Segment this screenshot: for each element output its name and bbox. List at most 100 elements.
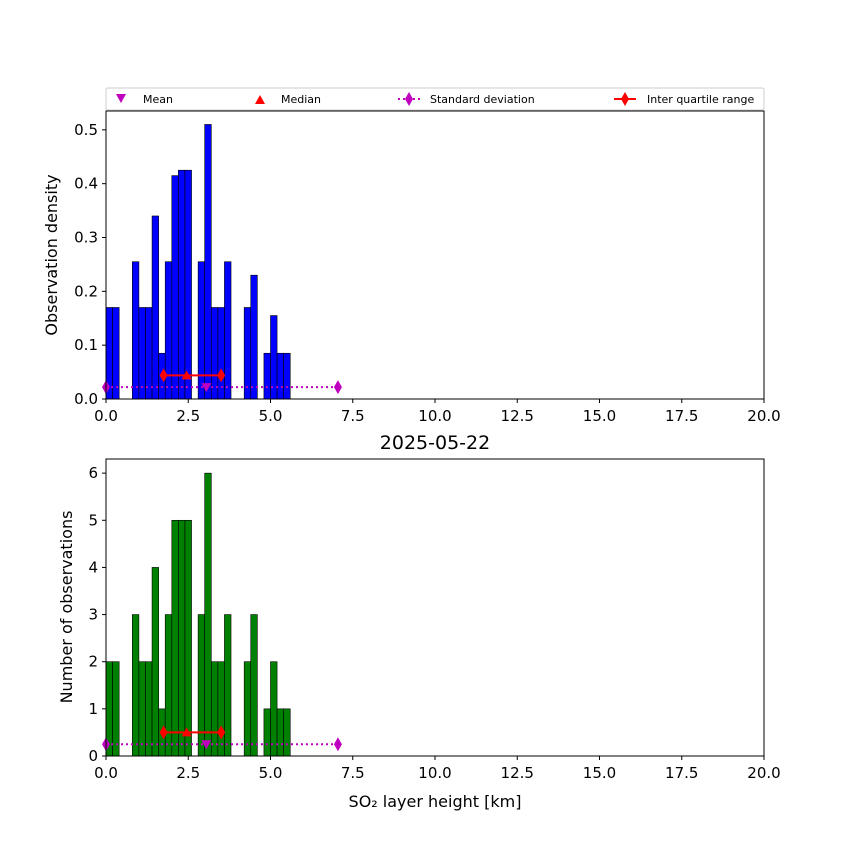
count-std-marker bbox=[333, 737, 342, 752]
density-bar bbox=[171, 175, 179, 400]
density-x-ticks: 0.0 2.5 5.0 7.5 10.0 12.5 15.0 17.5 20.0 bbox=[94, 399, 781, 425]
count-bar bbox=[132, 614, 140, 757]
legend-std-label: Standard deviation bbox=[430, 93, 535, 106]
density-x-tick-label: 5.0 bbox=[259, 407, 283, 425]
count-bar bbox=[151, 567, 159, 757]
count-iqr-marker bbox=[217, 725, 226, 740]
density-bar bbox=[204, 124, 212, 400]
count-bar bbox=[283, 708, 291, 757]
density-bar bbox=[243, 307, 252, 400]
count-x-tick-label: 7.5 bbox=[341, 764, 365, 782]
count-y-ticks: 0 1 2 3 4 5 6 bbox=[88, 464, 106, 765]
density-bar bbox=[224, 261, 232, 400]
density-bar bbox=[217, 307, 225, 400]
count-title: 2025-05-22 bbox=[380, 432, 490, 454]
count-y-tick-label: 5 bbox=[88, 511, 98, 529]
count-x-tick-label: 2.5 bbox=[176, 764, 200, 782]
legend: Mean Median Standard deviation Inter qua… bbox=[105, 87, 765, 111]
count-y-tick-label: 3 bbox=[88, 606, 98, 624]
density-y-tick-label: 0.4 bbox=[74, 175, 98, 193]
count-bar bbox=[210, 661, 219, 757]
legend-mean-label: Mean bbox=[143, 93, 173, 106]
density-bar bbox=[164, 261, 173, 400]
count-mean-marker bbox=[201, 740, 212, 750]
density-bar bbox=[184, 169, 192, 400]
count-bar bbox=[263, 708, 271, 757]
count-bar bbox=[243, 661, 252, 757]
density-y-tick-label: 0.0 bbox=[74, 390, 98, 408]
count-x-tick-label: 10.0 bbox=[418, 764, 451, 782]
count-y-tick-label: 0 bbox=[88, 747, 98, 765]
count-bars bbox=[105, 472, 291, 757]
count-bar bbox=[184, 519, 192, 757]
count-bar bbox=[276, 708, 284, 757]
density-x-tick-label: 20.0 bbox=[747, 407, 780, 425]
density-y-tick-label: 0.3 bbox=[74, 229, 98, 247]
legend-std-marker bbox=[405, 92, 413, 106]
density-bar bbox=[250, 274, 258, 400]
density-x-tick-label: 0.0 bbox=[94, 407, 118, 425]
density-iqr-marker bbox=[217, 368, 226, 383]
density-x-tick-label: 12.5 bbox=[501, 407, 534, 425]
density-mean-marker bbox=[201, 383, 212, 393]
legend-frame bbox=[105, 87, 765, 111]
density-std-marker bbox=[333, 380, 342, 395]
count-iqr-marker bbox=[159, 725, 168, 740]
count-bar bbox=[250, 614, 258, 757]
legend-mean-marker bbox=[116, 94, 126, 103]
count-x-tick-label: 0.0 bbox=[94, 764, 118, 782]
density-iqr-marker bbox=[159, 368, 168, 383]
count-bar bbox=[145, 661, 153, 757]
density-bar bbox=[210, 307, 219, 400]
density-bar bbox=[178, 169, 186, 400]
count-y-tick-label: 1 bbox=[88, 700, 98, 718]
count-bar bbox=[112, 661, 120, 757]
density-bar bbox=[263, 352, 271, 400]
density-y-tick-label: 0.2 bbox=[74, 282, 98, 300]
count-x-tick-label: 17.5 bbox=[665, 764, 698, 782]
density-y-ticks: 0.0 0.1 0.2 0.3 0.4 0.5 bbox=[74, 121, 106, 408]
density-bars bbox=[105, 124, 291, 400]
count-bar bbox=[138, 661, 146, 757]
density-bar bbox=[276, 352, 284, 400]
count-bar bbox=[204, 472, 212, 757]
density-median-marker bbox=[181, 370, 192, 380]
count-x-tick-label: 15.0 bbox=[583, 764, 616, 782]
density-bar bbox=[112, 307, 120, 400]
legend-iqr-label: Inter quartile range bbox=[647, 93, 754, 106]
count-bar bbox=[178, 519, 186, 757]
count-median-marker bbox=[181, 727, 192, 737]
density-y-label: Observation density bbox=[42, 174, 61, 335]
legend-median-marker bbox=[255, 95, 265, 104]
density-x-tick-label: 2.5 bbox=[176, 407, 200, 425]
count-bar bbox=[171, 519, 179, 757]
count-x-label: SO₂ layer height [km] bbox=[349, 792, 522, 811]
legend-median-label: Median bbox=[281, 93, 321, 106]
density-bar bbox=[151, 215, 159, 400]
count-x-tick-label: 20.0 bbox=[747, 764, 780, 782]
count-histogram-panel: 2025-05-22 0.0 2.5 5.0 7.5 10.0 12.5 15.0 17.5 2… bbox=[57, 432, 781, 811]
count-x-tick-label: 12.5 bbox=[501, 764, 534, 782]
density-bar bbox=[283, 352, 291, 400]
density-x-tick-label: 17.5 bbox=[665, 407, 698, 425]
density-bar bbox=[132, 261, 140, 400]
legend-iqr-marker bbox=[621, 92, 629, 106]
density-histogram-panel: 0.0 2.5 5.0 7.5 10.0 12.5 15.0 17.5 20.0 0.00.10… bbox=[42, 110, 781, 425]
density-y-tick-label: 0.5 bbox=[74, 121, 98, 139]
density-stats bbox=[102, 368, 342, 395]
density-x-tick-label: 10.0 bbox=[418, 407, 451, 425]
count-bar bbox=[197, 614, 205, 757]
density-x-tick-label: 7.5 bbox=[341, 407, 365, 425]
count-x-tick-label: 5.0 bbox=[259, 764, 283, 782]
density-y-tick-label: 0.1 bbox=[74, 336, 98, 354]
density-bar bbox=[145, 307, 153, 400]
density-bar bbox=[138, 307, 146, 400]
count-x-ticks: 0.0 2.5 5.0 7.5 10.0 12.5 15.0 17.5 20.0 bbox=[94, 756, 781, 782]
count-y-label: Number of observations bbox=[57, 511, 76, 704]
density-x-tick-label: 15.0 bbox=[583, 407, 616, 425]
count-bar bbox=[224, 614, 232, 757]
count-y-tick-label: 4 bbox=[88, 558, 98, 576]
count-y-tick-label: 2 bbox=[88, 653, 98, 671]
density-bar bbox=[197, 261, 205, 400]
